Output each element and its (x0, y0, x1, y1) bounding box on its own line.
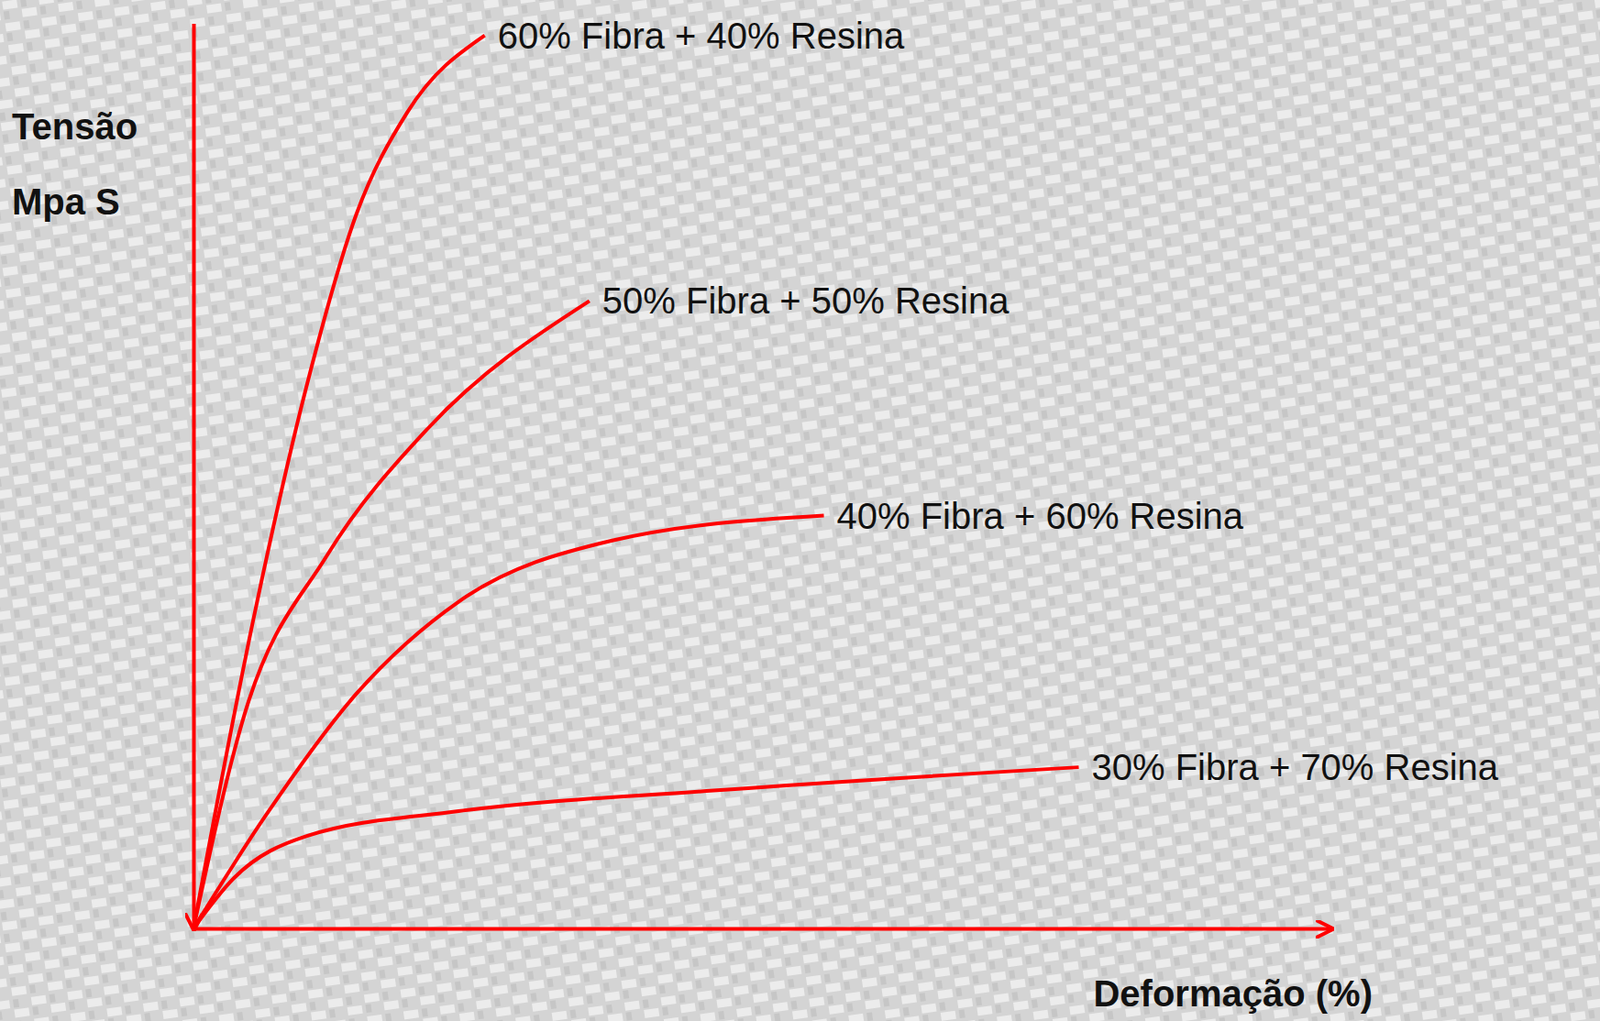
series-label: 60% Fibra + 40% Resina (497, 15, 905, 56)
series-label: 50% Fibra + 50% Resina (602, 280, 1010, 321)
y-axis-line (192, 23, 197, 930)
plot-area (193, 35, 1079, 929)
series-line (193, 767, 1079, 929)
y-axis (193, 23, 195, 930)
series-line (193, 516, 825, 929)
y-axis-title: Mpa S (11, 181, 121, 222)
series-line (193, 35, 486, 929)
background (0, 0, 1600, 1021)
line-labels: 60% Fibra + 40% Resina 50% Fibra + 50% Re… (497, 15, 1500, 788)
y-axis-title: Tensão (11, 106, 138, 147)
series-label: 30% Fibra + 70% Resina (1091, 747, 1499, 788)
chart: 60% Fibra + 40% Resina 50% Fibra + 50% Re… (0, 0, 1600, 1021)
x-axis-title: Deformação (%) (1092, 973, 1373, 1015)
series-label: 40% Fibra + 60% Resina (837, 496, 1245, 537)
x-axis-line (194, 927, 1333, 932)
x-axis (194, 928, 1333, 930)
